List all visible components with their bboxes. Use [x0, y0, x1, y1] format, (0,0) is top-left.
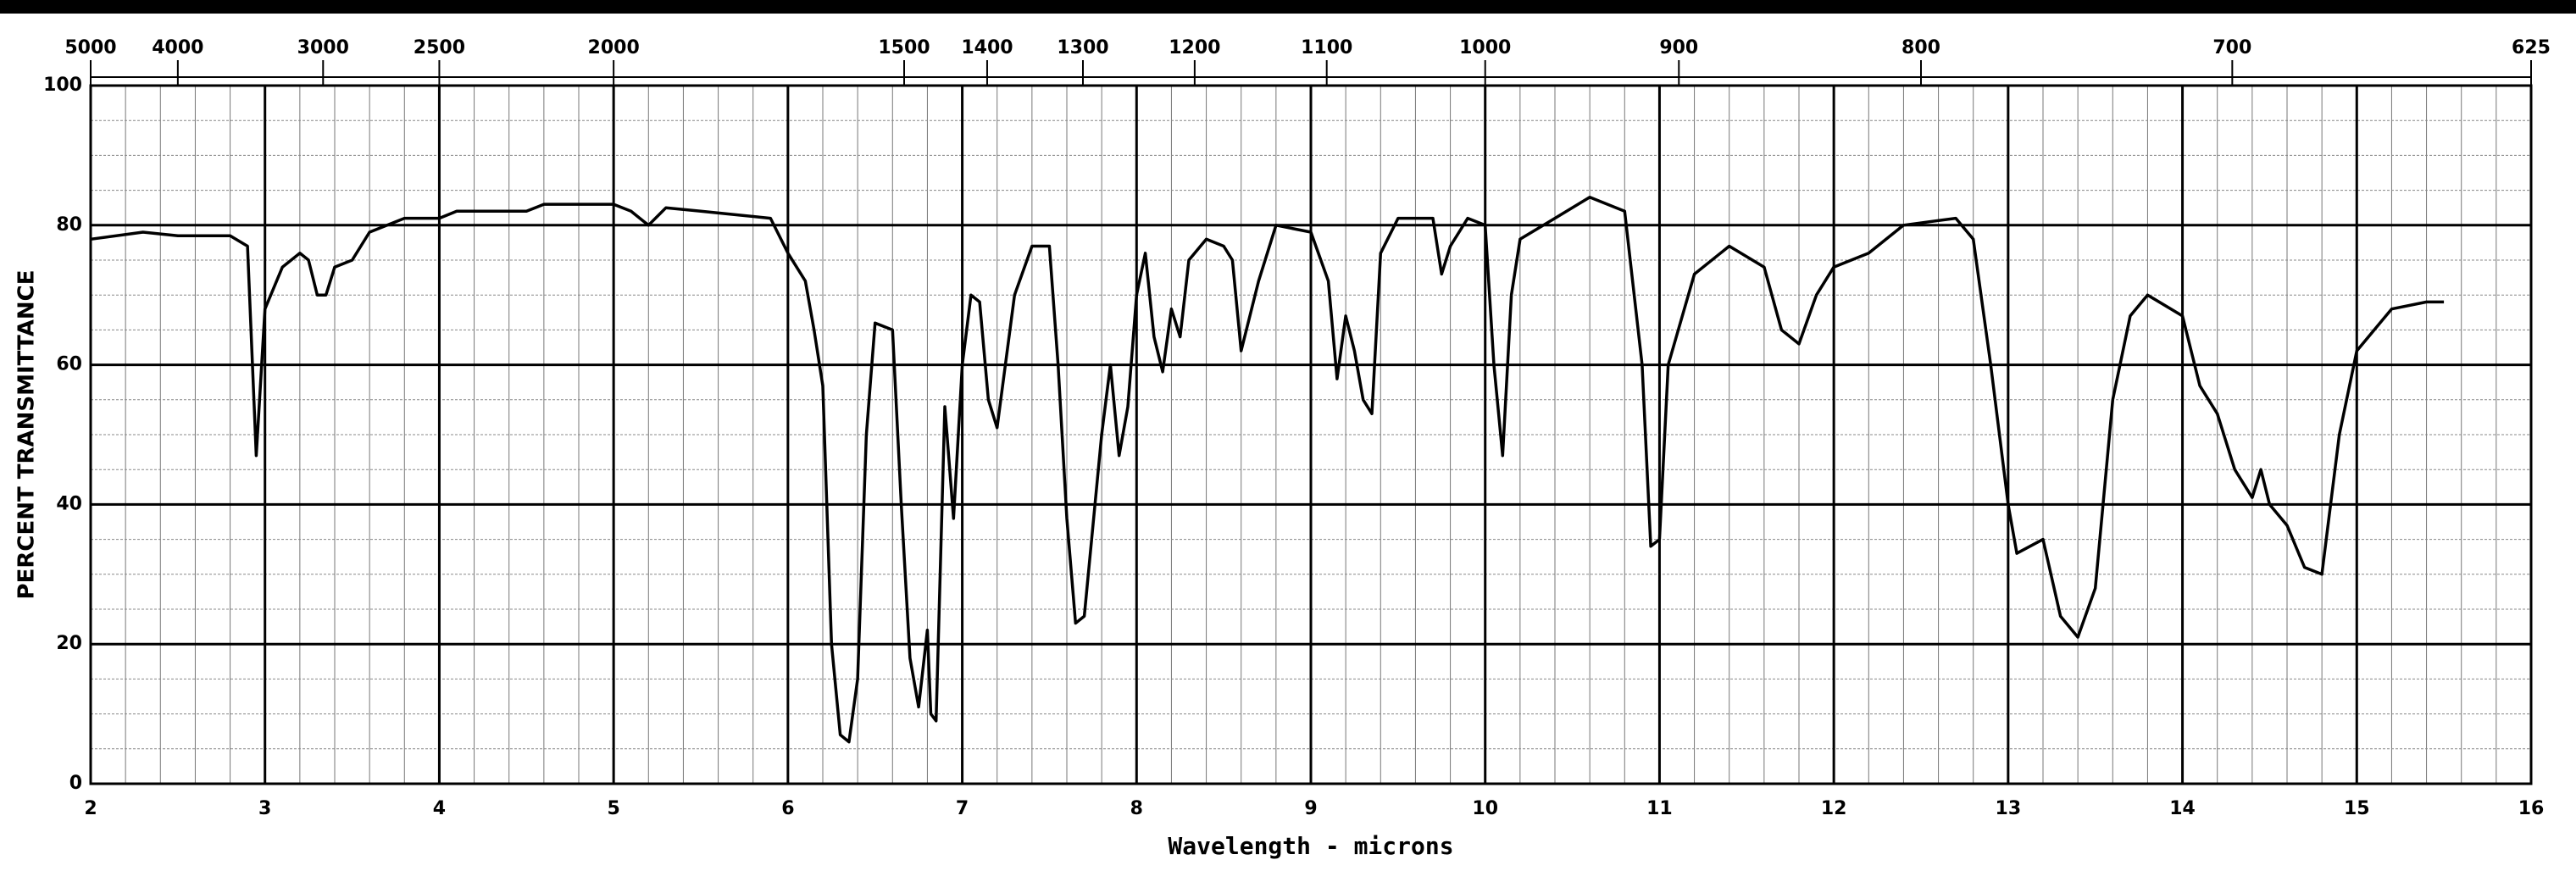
x-tick-label: 10	[1472, 798, 1498, 819]
x-tick-label: 15	[2344, 798, 2370, 819]
x-tick-label: 9	[1304, 798, 1317, 819]
y-tick-label: 20	[56, 633, 82, 654]
x2-tick-label: 1300	[1057, 37, 1108, 58]
x-tick-label: 16	[2518, 798, 2545, 819]
x-tick-label: 5	[607, 798, 619, 819]
x-tick-label: 12	[1821, 798, 1847, 819]
x-tick-label: 4	[433, 798, 446, 819]
spectrum-line	[90, 196, 2445, 744]
x-axis-label: Wavelength - microns	[1168, 832, 1453, 860]
x2-tick-label: 1100	[1301, 37, 1352, 58]
x2-tick-label: 800	[1901, 37, 1940, 58]
x2-tick-label: 625	[2512, 37, 2551, 58]
y-tick-label: 100	[43, 75, 82, 96]
x2-tick-label: 1400	[961, 37, 1013, 58]
x2-tick-label: 1000	[1459, 37, 1511, 58]
x2-tick-label: 4000	[152, 37, 203, 58]
x-tick-label: 8	[1130, 798, 1143, 819]
x-tick-label: 6	[781, 798, 794, 819]
x2-tick-label: 2000	[588, 37, 640, 58]
x2-tick-label: 3000	[297, 37, 349, 58]
x-tick-label: 3	[258, 798, 271, 819]
y-tick-label: 0	[69, 773, 82, 794]
y-tick-label: 60	[56, 354, 82, 375]
x2-tick-label: 900	[1659, 37, 1698, 58]
x2-tick-label: 700	[2212, 37, 2251, 58]
y-tick-label: 80	[56, 214, 82, 236]
top-bar	[0, 0, 2576, 14]
x2-tick-label: 1200	[1169, 37, 1220, 58]
x-tick-label: 7	[956, 798, 969, 819]
x-tick-label: 11	[1646, 798, 1673, 819]
x-tick-label: 14	[2169, 798, 2196, 819]
x2-tick-label: 1500	[878, 37, 930, 58]
x2-tick-label: 5000	[64, 37, 116, 58]
x-tick-label: 2	[84, 798, 97, 819]
y-axis-label: PERCENT TRANSMITTANCE	[14, 270, 40, 600]
x2-tick-label: 2500	[414, 37, 465, 58]
y-tick-label: 40	[56, 493, 82, 514]
x-tick-label: 13	[1996, 798, 2022, 819]
plot-frame	[89, 84, 2533, 785]
